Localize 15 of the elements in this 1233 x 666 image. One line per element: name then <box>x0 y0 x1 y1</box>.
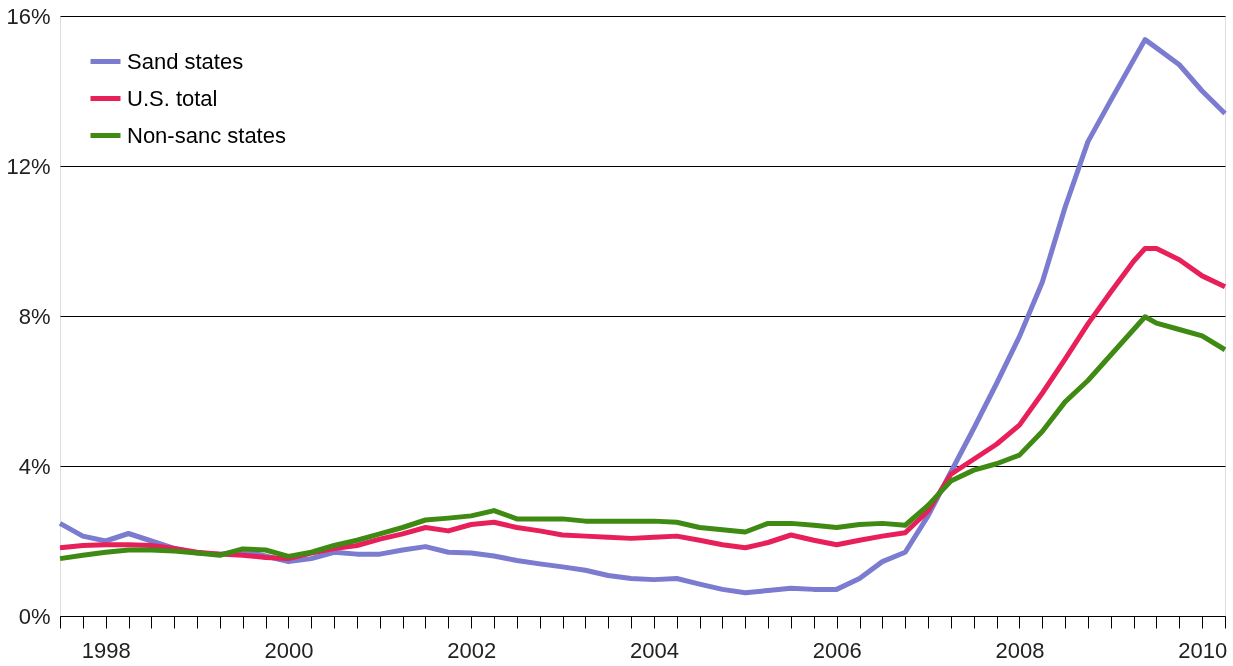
x-tick-label: 1998 <box>81 637 131 663</box>
x-tick-label: 2004 <box>629 637 679 663</box>
x-tick-label: 2000 <box>264 637 314 663</box>
y-tick-label: 16% <box>6 3 51 29</box>
x-tick-label: 2010 <box>1178 637 1228 663</box>
x-tick-label: 2008 <box>995 637 1045 663</box>
legend-label: Non-sanc states <box>127 122 286 148</box>
legend-label: U.S. total <box>127 85 218 111</box>
y-tick-label: 4% <box>18 453 51 479</box>
x-tick-label: 2002 <box>447 637 497 663</box>
y-tick-label: 12% <box>6 153 51 179</box>
y-tick-label: 8% <box>18 303 51 329</box>
legend-label: Sand states <box>127 48 244 74</box>
x-tick-label: 2006 <box>812 637 862 663</box>
y-tick-label: 0% <box>18 603 51 629</box>
